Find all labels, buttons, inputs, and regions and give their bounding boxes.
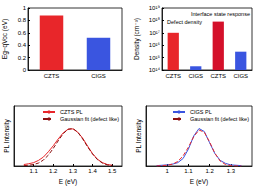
svg-text:CZTS: CZTS — [210, 73, 226, 79]
svg-text:1.2: 1.2 — [205, 168, 214, 174]
svg-text:PL Intensity: PL Intensity — [135, 118, 143, 152]
svg-text:Gaussian fit (defect like): Gaussian fit (defect like) — [60, 116, 119, 122]
svg-text:CIGS: CIGS — [91, 73, 106, 79]
svg-text:1.1: 1.1 — [184, 168, 193, 174]
svg-text:Eg−qVoc (eV): Eg−qVoc (eV) — [1, 19, 9, 59]
svg-text:1.1: 1.1 — [29, 168, 38, 174]
svg-text:1.4: 1.4 — [88, 168, 97, 174]
svg-text:E (eV): E (eV) — [190, 178, 208, 186]
svg-text:1.2: 1.2 — [49, 168, 58, 174]
svg-text:1.5: 1.5 — [108, 168, 117, 174]
svg-text:10¹⁴: 10¹⁴ — [149, 67, 161, 73]
svg-text:CIGS PL: CIGS PL — [190, 109, 212, 115]
svg-text:CZTS: CZTS — [165, 73, 181, 79]
svg-text:10¹⁶: 10¹⁶ — [149, 42, 161, 48]
svg-text:1.3: 1.3 — [227, 168, 236, 174]
svg-text:10¹⁹: 10¹⁹ — [149, 5, 161, 11]
svg-text:1: 1 — [23, 5, 27, 11]
svg-text:Gaussian fit (defect like): Gaussian fit (defect like) — [190, 116, 249, 122]
svg-text:CIGS: CIGS — [233, 73, 248, 79]
svg-text:CIGS: CIGS — [188, 73, 203, 79]
svg-text:E (eV): E (eV) — [59, 178, 77, 186]
svg-text:CZTS PL: CZTS PL — [60, 109, 83, 115]
svg-text:10¹⁵: 10¹⁵ — [149, 55, 161, 61]
svg-text:0.2: 0.2 — [18, 55, 27, 61]
svg-text:Interface state response: Interface state response — [191, 11, 250, 17]
svg-text:0.8: 0.8 — [18, 17, 27, 23]
svg-text:0: 0 — [23, 67, 27, 73]
svg-text:Density (cm⁻³): Density (cm⁻³) — [133, 18, 141, 60]
svg-text:1: 1 — [166, 168, 170, 174]
svg-text:1.3: 1.3 — [69, 168, 78, 174]
svg-text:CZTS: CZTS — [44, 73, 60, 79]
svg-text:10¹⁷: 10¹⁷ — [149, 30, 160, 36]
svg-text:0.4: 0.4 — [18, 42, 27, 48]
svg-text:10¹⁸: 10¹⁸ — [149, 17, 161, 23]
svg-text:0.6: 0.6 — [18, 30, 27, 36]
svg-text:Defect density: Defect density — [167, 19, 202, 25]
svg-text:PL Intensity: PL Intensity — [3, 118, 11, 152]
